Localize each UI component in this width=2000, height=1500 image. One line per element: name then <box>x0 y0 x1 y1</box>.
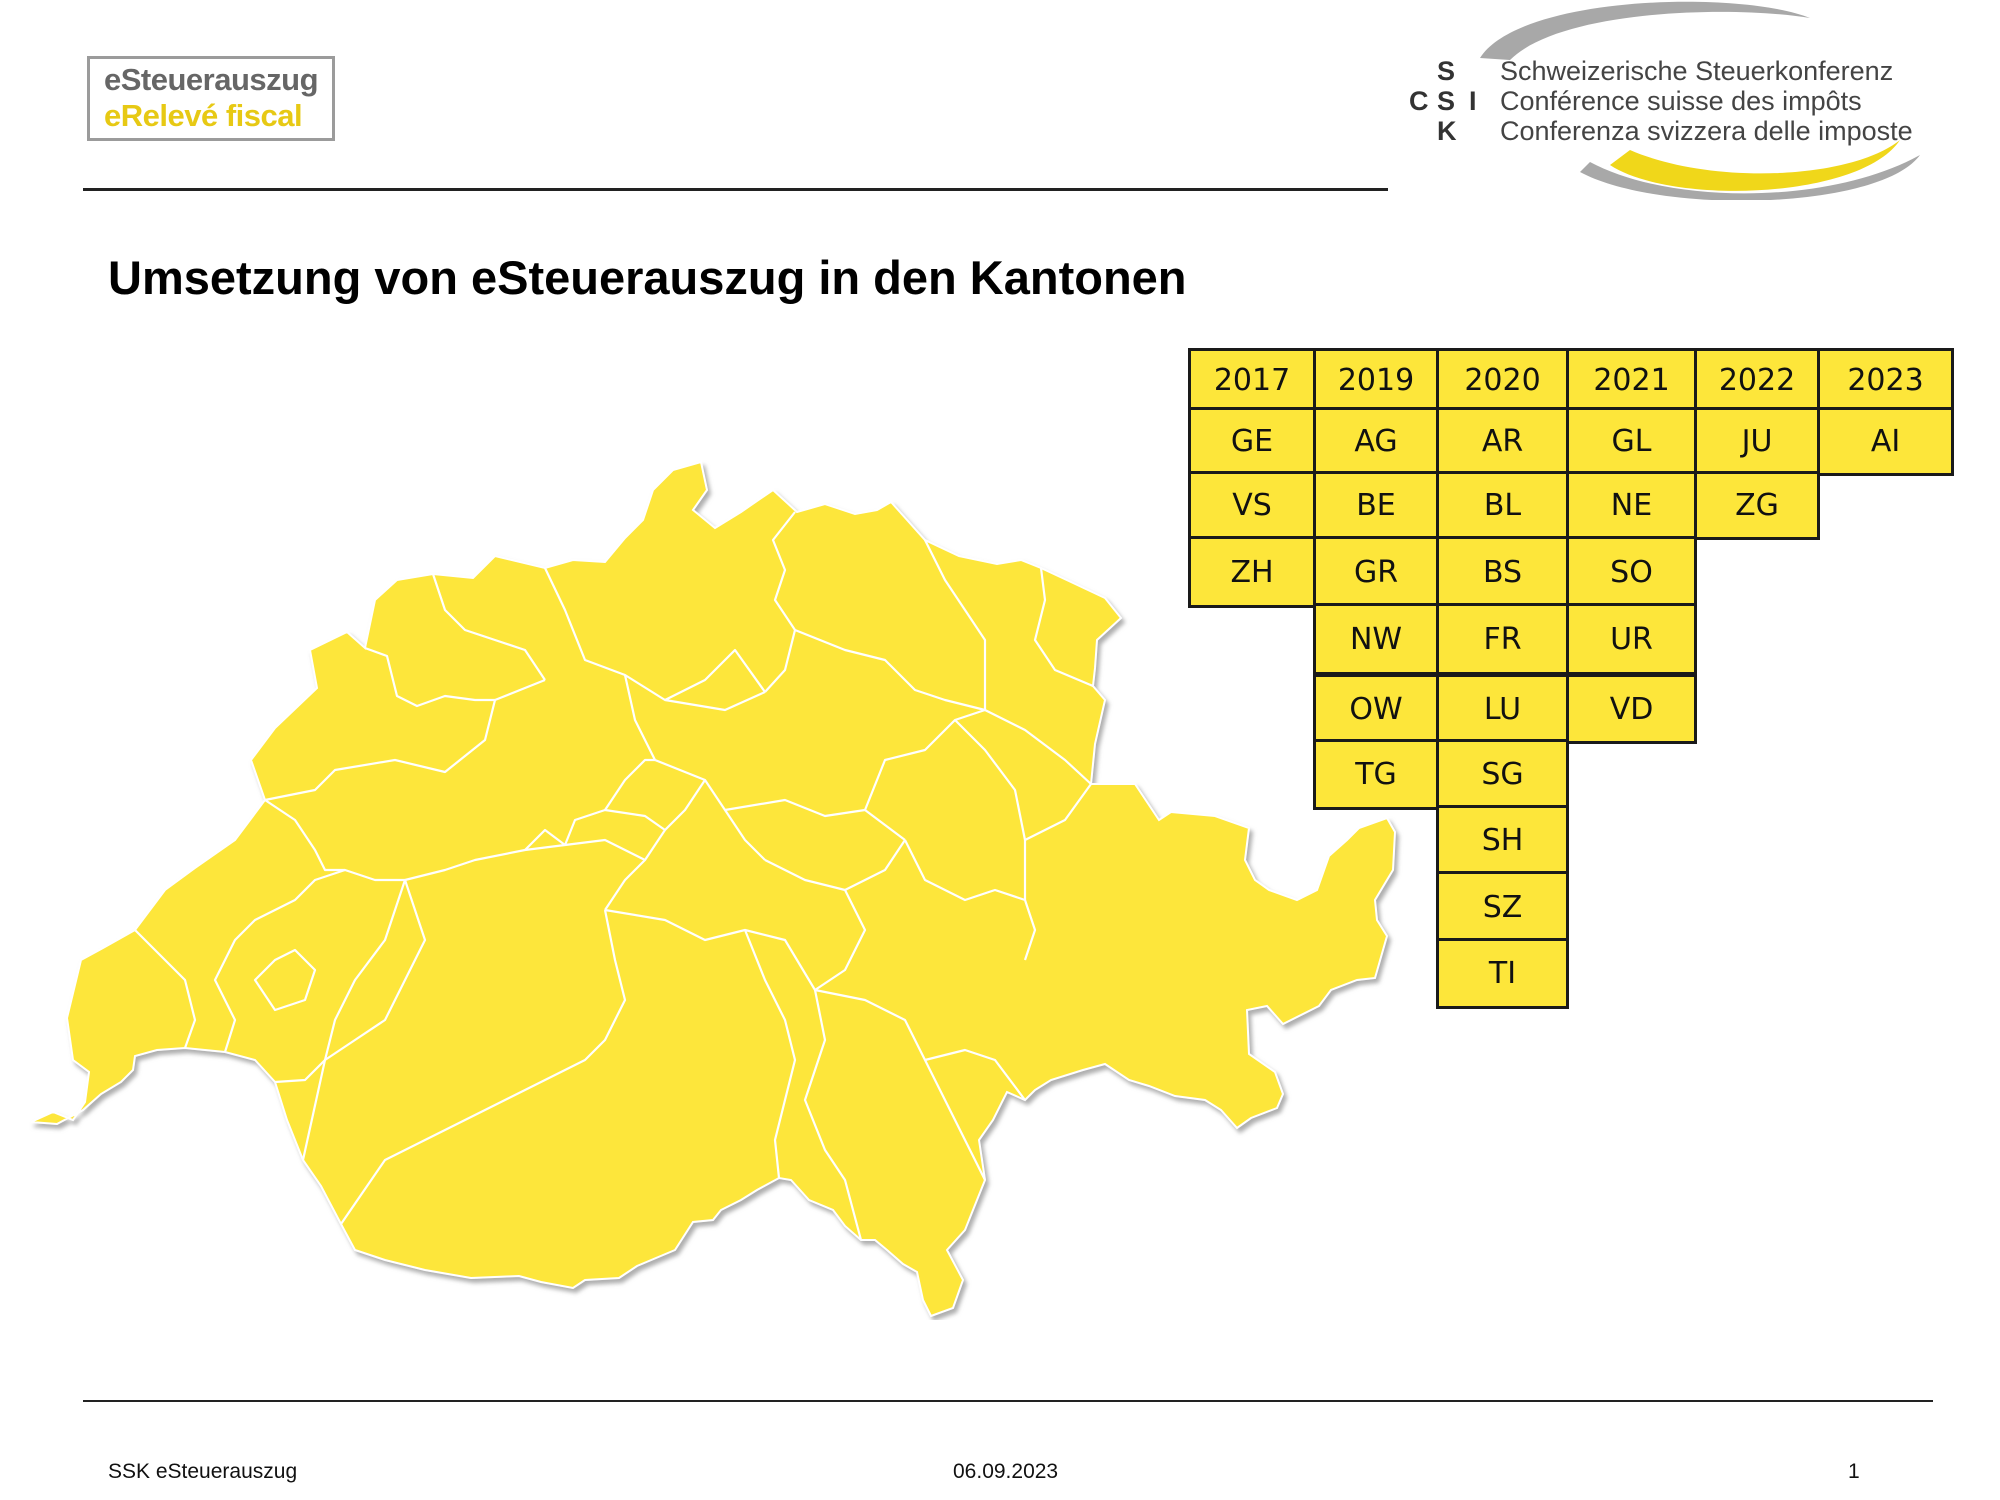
footer-divider <box>83 1400 1933 1402</box>
ssk-letter-s1: S <box>1437 56 1456 86</box>
ssk-swoosh-logo <box>1480 1 1920 200</box>
ssk-name-de: Schweizerische Steuerkonferenz <box>1500 56 1894 86</box>
canton-cell-be: BE <box>1313 471 1439 540</box>
canton-cell-ne: NE <box>1566 471 1697 540</box>
canton-cell-fr: FR <box>1436 603 1569 675</box>
canton-cell-vd: VD <box>1566 674 1697 744</box>
year-header-2023: 2023 <box>1817 348 1954 412</box>
year-header-2019: 2019 <box>1313 348 1439 412</box>
footer-source: SSK eSteuerauszug <box>108 1460 298 1483</box>
canton-cell-bl: BL <box>1436 471 1569 540</box>
canton-borders <box>134 511 1094 1241</box>
ssk-name-it: Conferenza svizzera delle imposte <box>1500 116 1913 146</box>
ssk-name-fr: Conférence suisse des impôts <box>1500 86 1862 116</box>
year-header-2022: 2022 <box>1694 348 1820 412</box>
canton-cell-gl: GL <box>1566 407 1697 476</box>
page-title: Umsetzung von eSteuerauszug in den Kanto… <box>108 251 1187 304</box>
canton-cell-sg: SG <box>1436 739 1569 810</box>
canton-cell-ti: TI <box>1436 938 1569 1009</box>
switzerland-map-icon <box>30 460 1397 1318</box>
canton-cell-so: SO <box>1566 536 1697 608</box>
logo-text-ereleve-fiscal: eRelevé fiscal <box>104 98 303 133</box>
logo-text-esteuerauszug: eSteuerauszug <box>104 62 319 97</box>
ssk-letter-s2: S <box>1437 86 1456 116</box>
canton-cell-vs: VS <box>1188 471 1316 540</box>
canton-cell-zg: ZG <box>1694 471 1820 540</box>
esteuerauszug-logo <box>87 56 335 141</box>
ssk-letter-i: I <box>1469 86 1477 116</box>
canton-cell-ow: OW <box>1313 674 1439 744</box>
year-header-2020: 2020 <box>1436 348 1569 412</box>
ssk-letter-c: C <box>1409 86 1429 116</box>
header-divider <box>83 188 1388 191</box>
canton-cell-ar: AR <box>1436 407 1569 476</box>
canton-cell-bs: BS <box>1436 536 1569 608</box>
footer-date: 06.09.2023 <box>953 1460 1059 1483</box>
year-header-2021: 2021 <box>1566 348 1697 412</box>
canton-cell-ju: JU <box>1694 407 1820 476</box>
canton-cell-ur: UR <box>1566 603 1697 675</box>
canton-cell-sh: SH <box>1436 805 1569 876</box>
canton-cell-ai: AI <box>1817 407 1954 476</box>
ssk-letter-k: K <box>1437 116 1457 146</box>
canton-cell-nw: NW <box>1313 603 1439 675</box>
canton-cell-gr: GR <box>1313 536 1439 608</box>
canton-cell-lu: LU <box>1436 674 1569 744</box>
canton-cell-ag: AG <box>1313 407 1439 476</box>
year-header-2017: 2017 <box>1188 348 1316 412</box>
canton-cell-zh: ZH <box>1188 536 1316 608</box>
canton-cell-tg: TG <box>1313 739 1439 810</box>
canton-cell-sz: SZ <box>1436 871 1569 943</box>
canton-cell-ge: GE <box>1188 407 1316 476</box>
footer-page-number: 1 <box>1848 1460 1860 1483</box>
